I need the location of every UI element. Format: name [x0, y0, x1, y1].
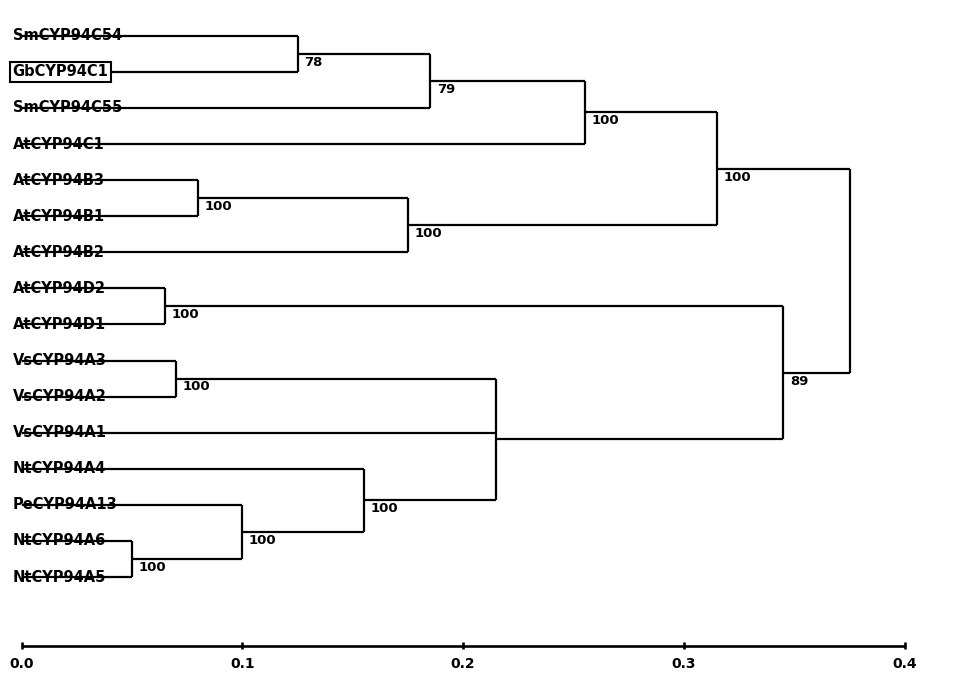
Text: 0.1: 0.1: [230, 657, 254, 671]
Text: 0.4: 0.4: [893, 657, 917, 671]
Text: 0.3: 0.3: [672, 657, 696, 671]
Text: AtCYP94D1: AtCYP94D1: [13, 317, 105, 332]
Text: 100: 100: [370, 502, 398, 515]
Text: AtCYP94B1: AtCYP94B1: [13, 209, 104, 224]
Text: 0.2: 0.2: [451, 657, 476, 671]
Text: VsCYP94A2: VsCYP94A2: [13, 389, 106, 404]
Text: 79: 79: [437, 83, 454, 96]
Text: NtCYP94A5: NtCYP94A5: [13, 569, 106, 584]
Text: AtCYP94C1: AtCYP94C1: [13, 136, 104, 151]
Text: AtCYP94B2: AtCYP94B2: [13, 245, 104, 260]
Text: VsCYP94A1: VsCYP94A1: [13, 425, 106, 440]
Text: 89: 89: [790, 375, 808, 388]
Text: 100: 100: [205, 200, 232, 213]
Text: 78: 78: [305, 55, 323, 68]
Text: 100: 100: [138, 561, 166, 574]
Text: 0.0: 0.0: [10, 657, 34, 671]
Text: 100: 100: [415, 227, 442, 240]
Text: 100: 100: [172, 308, 199, 321]
Text: 100: 100: [591, 114, 619, 127]
Text: SmCYP94C54: SmCYP94C54: [13, 28, 122, 43]
Text: SmCYP94C55: SmCYP94C55: [13, 101, 122, 116]
Text: GbCYP94C1: GbCYP94C1: [13, 64, 108, 79]
Text: AtCYP94B3: AtCYP94B3: [13, 173, 104, 188]
Text: NtCYP94A4: NtCYP94A4: [13, 461, 106, 476]
Text: PeCYP94A13: PeCYP94A13: [13, 497, 117, 512]
Text: AtCYP94D2: AtCYP94D2: [13, 281, 105, 296]
Text: NtCYP94A6: NtCYP94A6: [13, 534, 106, 549]
Text: 100: 100: [723, 171, 751, 184]
Text: 100: 100: [183, 380, 211, 393]
Text: 100: 100: [249, 534, 277, 547]
Text: VsCYP94A3: VsCYP94A3: [13, 353, 106, 368]
